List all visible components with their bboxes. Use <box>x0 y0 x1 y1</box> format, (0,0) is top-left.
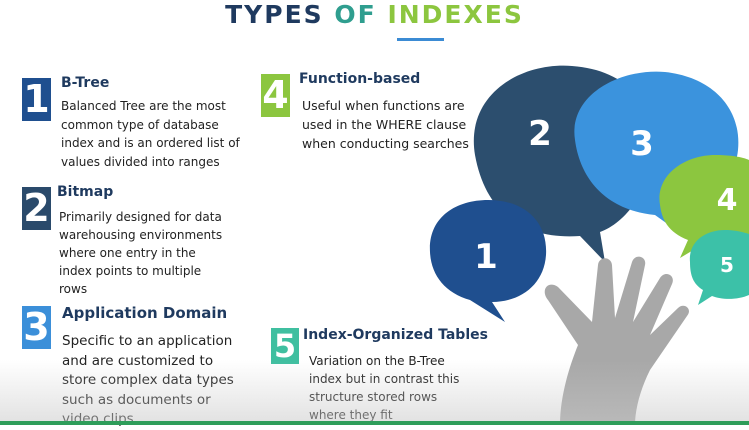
bubble-label-1: 1 <box>474 237 498 277</box>
number-badge-4: 4 <box>261 73 290 117</box>
number-badge-5: 5 <box>271 328 299 364</box>
title-word-indexes: INDEXES <box>387 0 524 29</box>
bubble-label-4: 4 <box>717 183 738 218</box>
index-type-heading: B-Tree <box>61 75 110 91</box>
title-word-of: OF <box>334 0 377 29</box>
title-word-types: TYPES <box>225 0 324 29</box>
number-badge-1: 1 <box>22 77 51 121</box>
index-type-description: Balanced Tree are the most common type o… <box>61 99 240 169</box>
index-type-heading: Bitmap <box>57 184 114 200</box>
footer-accent-bar <box>0 421 749 425</box>
title-underline <box>397 38 444 41</box>
index-type-description: Primarily designed for data warehousing … <box>59 210 223 296</box>
bubble-label-5: 5 <box>720 253 734 277</box>
bubble-label-2: 2 <box>528 114 552 154</box>
hand-icon <box>544 256 689 425</box>
index-type-heading: Index-Organized Tables <box>303 327 488 343</box>
number-badge-2: 2 <box>22 186 51 230</box>
number-badge-3: 3 <box>22 305 51 349</box>
index-type-heading: Function-based <box>299 71 421 87</box>
page-title: TYPES OF INDEXES <box>0 0 749 30</box>
speech-bubble-5: 5 <box>689 230 749 305</box>
index-type-description: Useful when functions are used in the WH… <box>302 98 469 151</box>
bubble-label-3: 3 <box>630 124 654 164</box>
speech-bubble-1: 1 <box>429 200 547 322</box>
index-type-heading: Application Domain <box>62 304 228 322</box>
